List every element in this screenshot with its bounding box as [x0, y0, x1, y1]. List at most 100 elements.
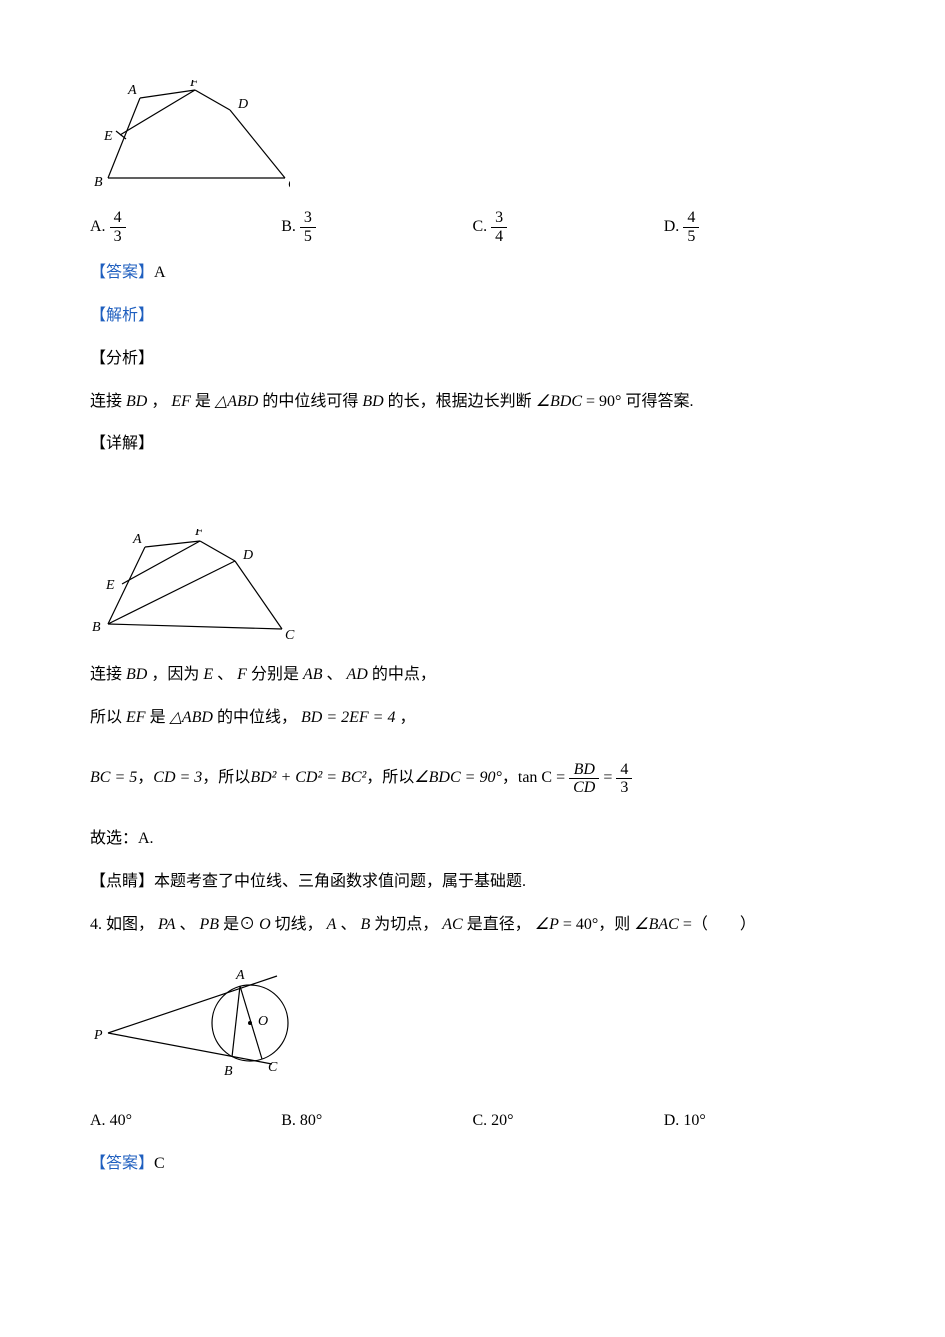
q3-fenxi-text: 连接 BD ， EF 是 △ABD 的中位线可得 BD 的长，根据边长判断 ∠B… [90, 388, 855, 417]
q3-opt-c-label: C. [473, 213, 488, 242]
q4-option-b[interactable]: B. 80° [281, 1107, 472, 1136]
svg-text:D: D [242, 548, 253, 563]
q3-l3-a: ， [137, 764, 153, 793]
q3-line1: 连接 BD ，因为 E 、 F 分别是 AB 、 AD 的中点， [90, 661, 855, 690]
q4-sa: 如图， [106, 916, 154, 933]
q3-fenxi-t3: 是 [195, 393, 211, 410]
q3-l3-tanpre: tan C = [518, 764, 565, 793]
q4-option-c[interactable]: C. 20° [473, 1107, 664, 1136]
q3-l2-eq: BD = 2EF = 4 [301, 709, 395, 726]
q3-xiangjie-label: 【详解】 [90, 435, 154, 452]
svg-text:E: E [105, 578, 115, 593]
q3-l1-f2: 的中点， [372, 666, 436, 683]
q4-b: B [360, 916, 370, 933]
q4-options: A. 40° B. 80° C. 20° D. 10° [90, 1107, 855, 1136]
q3-answer-row: 【答案】A [90, 259, 855, 288]
q3-option-c[interactable]: C. 3 4 [473, 209, 664, 245]
q3-l1-ab: AB [303, 666, 323, 683]
q4-ob-t: 80° [300, 1107, 322, 1136]
svg-text:C: C [268, 1060, 278, 1075]
q4-option-d[interactable]: D. 10° [664, 1107, 855, 1136]
svg-text:A: A [235, 968, 245, 983]
svg-text:A: A [127, 83, 137, 98]
q4-figure: P A B C O [90, 953, 855, 1093]
q3-fenxi-ang: ∠BDC [536, 393, 582, 410]
q3-l2-b: 是 [150, 709, 166, 726]
q3-fenxi-eq: = 90° [586, 393, 621, 410]
q4-option-a[interactable]: A. 40° [90, 1107, 281, 1136]
q4-od-t: 10° [683, 1107, 705, 1136]
svg-text:A: A [132, 532, 142, 547]
q3-l2-tri: △ABD [170, 709, 213, 726]
q3-fig1-svg: A F D E B C [90, 80, 290, 195]
q3-fenxi-t4: 的中位线可得 [262, 393, 358, 410]
svg-text:C: C [285, 628, 295, 643]
q3-option-b[interactable]: B. 3 5 [281, 209, 472, 245]
q4-a: A [327, 916, 337, 933]
q3-option-a[interactable]: A. 4 3 [90, 209, 281, 245]
q3-guxuan-text: 故选：A. [90, 830, 154, 847]
q3-figure-1: A F D E B C [90, 80, 855, 195]
svg-text:O: O [258, 1014, 268, 1029]
q3-l1-c: 、 [217, 666, 233, 683]
q3-answer-label: 【答案】 [90, 264, 154, 281]
q3-l3-ang: ∠BDC = 90° [414, 764, 502, 793]
q4-sf: 为切点， [374, 916, 438, 933]
q3-l3-c: ，所以 [366, 764, 414, 793]
q3-opt-d-frac: 4 5 [683, 209, 699, 245]
q3-opt-a-label: A. [90, 213, 106, 242]
q4-ob-l: B. [281, 1107, 296, 1136]
q3-l3-frac2: 4 3 [616, 761, 632, 797]
q3-fenxi-label-row: 【分析】 [90, 345, 855, 374]
q3-l1-bd: BD [126, 666, 147, 683]
q3-fenxi-label: 【分析】 [90, 350, 154, 367]
q3-fenxi-t5: 的长，根据边长判断 [388, 393, 532, 410]
q3-dj-label: 【点睛】 [90, 873, 154, 890]
q4-si: =（ ） [683, 916, 756, 933]
svg-text:F: F [194, 529, 204, 539]
q3-guxuan: 故选：A. [90, 825, 855, 854]
svg-text:B: B [92, 620, 101, 635]
q4-ac: AC [442, 916, 462, 933]
q3-l2-d: ， [399, 709, 415, 726]
q3-dianjing: 【点睛】本题考查了中位线、三角函数求值问题，属于基础题. [90, 868, 855, 897]
q4-oc-t: 20° [491, 1107, 513, 1136]
q4-answer-label: 【答案】 [90, 1155, 154, 1172]
q3-options: A. 4 3 B. 3 5 C. 3 4 D. 4 5 [90, 209, 855, 245]
q4-oa-t: 40° [110, 1107, 132, 1136]
q3-dj-text: 本题考查了中位线、三角函数求值问题，属于基础题. [154, 873, 526, 890]
q4-sb: 、 [180, 916, 196, 933]
q3-l1-b: ，因为 [151, 666, 199, 683]
q3-l3-taneq: = [603, 764, 612, 793]
q4-sh: = 40°，则 [563, 916, 630, 933]
q3-opt-b-frac: 3 5 [300, 209, 316, 245]
q4-pa: PA [158, 916, 175, 933]
q3-opt-b-label: B. [281, 213, 296, 242]
q3-l1-d: 分别是 [251, 666, 299, 683]
q3-l3-py: BD² + CD² = BC² [250, 764, 366, 793]
q3-l1-ad: AD [347, 666, 368, 683]
q3-l3-bc: BC = 5 [90, 764, 137, 793]
q3-l2-ef: EF [126, 709, 146, 726]
q3-option-d[interactable]: D. 4 5 [664, 209, 855, 245]
q4-answer-value: C [154, 1155, 165, 1172]
q3-figure-2: A F D E B C [90, 529, 855, 647]
q4-angbac: ∠BAC [634, 916, 679, 933]
svg-text:P: P [93, 1028, 103, 1043]
q4-sc: 是⊙ [223, 916, 255, 933]
svg-text:B: B [224, 1064, 233, 1079]
q3-l2-a: 所以 [90, 709, 122, 726]
q4-pb: PB [200, 916, 220, 933]
q4-oc-l: C. [473, 1107, 488, 1136]
q3-fenxi-t6: 可得答案. [625, 393, 693, 410]
q3-fenxi-t2: ， [151, 393, 167, 410]
q4-sd: 切线， [275, 916, 323, 933]
q3-fenxi-bd: BD [126, 393, 147, 410]
q4-fig-svg: P A B C O [90, 953, 320, 1093]
q4-oa-l: A. [90, 1107, 106, 1136]
q4-sg: 是直径， [467, 916, 531, 933]
q3-answer-value: A [154, 264, 166, 281]
q3-l1-f: F [237, 666, 247, 683]
q3-fig2-svg: A F D E B C [90, 529, 300, 647]
svg-text:B: B [94, 175, 103, 190]
